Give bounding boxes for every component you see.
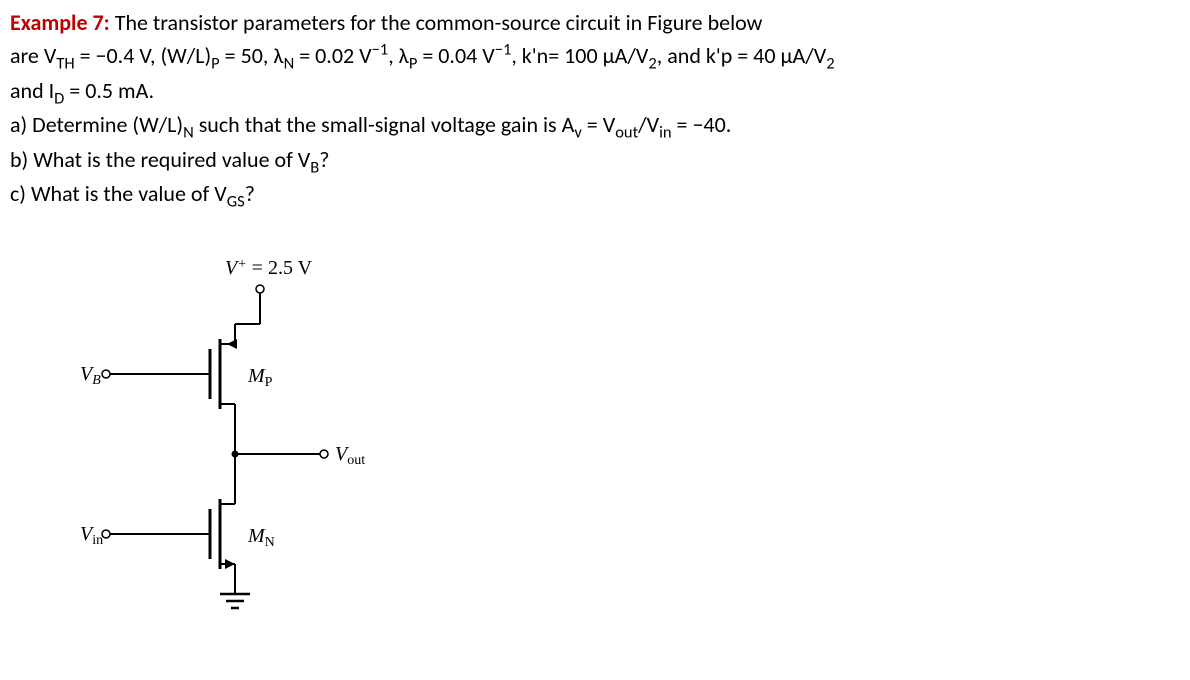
intro-text: The transistor parameters for the common… — [115, 9, 763, 36]
mp-label: MP — [247, 365, 273, 390]
vout-terminal — [320, 450, 328, 458]
pmos-transistor — [110, 339, 237, 409]
mn-label: MN — [247, 525, 275, 550]
question-c: c) What is the value of VGS? — [10, 180, 255, 207]
vout-label: Vout — [335, 443, 365, 468]
ground-symbol — [220, 594, 250, 608]
vb-terminal — [102, 370, 110, 378]
nmos-transistor — [110, 499, 235, 569]
problem-statement: Example 7: The transistor parameters for… — [10, 8, 1180, 214]
vin-label: Vin — [80, 523, 103, 548]
vplus-terminal — [256, 285, 264, 293]
example-label: Example 7: — [10, 9, 110, 36]
question-a: a) Determine (W/L)N such that the small-… — [10, 111, 731, 138]
vin-terminal — [102, 530, 110, 538]
params-line2: and ID = 0.5 mA. — [10, 77, 154, 104]
vplus-label: V+ = 2.5 V — [225, 257, 313, 279]
question-b: b) What is the required value of VB? — [10, 146, 329, 173]
vb-label: VB — [80, 363, 101, 388]
circuit-diagram: V+ = 2.5 V VB — [80, 254, 1180, 633]
params-line1: are VTH = −0.4 V, (W/L)P = 50, λN = 0.02… — [10, 42, 835, 69]
